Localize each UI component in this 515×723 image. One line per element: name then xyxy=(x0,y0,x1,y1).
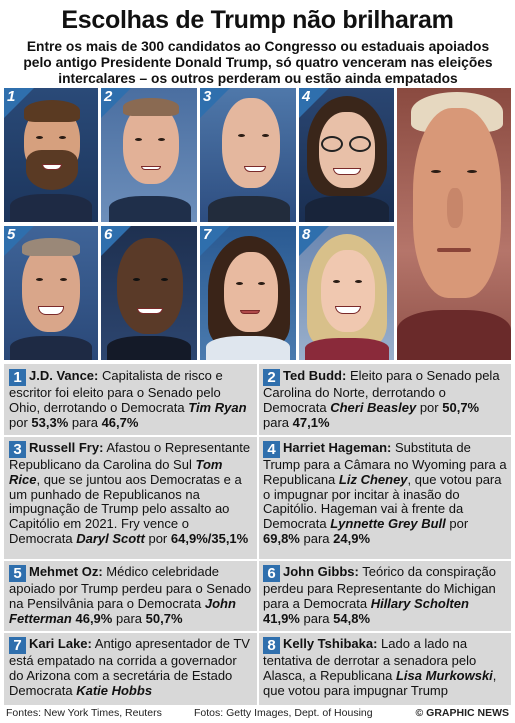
grid-divider-1 xyxy=(4,435,511,437)
photo-4: 4 xyxy=(299,88,394,222)
photo-5: 5 xyxy=(4,226,98,360)
photo-8: 8 xyxy=(299,226,394,360)
grid-divider-2 xyxy=(4,559,511,561)
candidate-grid: 1 J.D. Vance: Capitalista de risco e escr… xyxy=(4,364,511,705)
footer-sources: Fontes: New York Times, Reuters xyxy=(6,707,162,719)
badge-6: 6 xyxy=(263,565,280,582)
badge-4: 4 xyxy=(263,441,280,458)
cell-1: 1 J.D. Vance: Capitalista de risco e escr… xyxy=(9,368,247,430)
page-title: Escolhas de Trump não brilharam xyxy=(61,6,454,34)
grid-divider-3 xyxy=(4,631,511,633)
grid-divider-vertical xyxy=(257,364,259,705)
cell-6: 6 John Gibbs: Teórico da conspiração perd… xyxy=(263,564,496,626)
cell-3: 3 Russell Fry: Afastou o Representante Re… xyxy=(9,440,251,546)
footer-photos: Fotos: Getty Images, Dept. of Housing xyxy=(194,707,373,719)
footer-credit: © GRAPHIC NEWS xyxy=(415,707,510,719)
badge-5: 5 xyxy=(9,565,26,582)
cell-7: 7 Kari Lake: Antigo apresentador de TV es… xyxy=(9,636,250,698)
photo-1: 1 xyxy=(4,88,98,222)
cell-4: 4 Harriet Hageman: Substituta de Trump pa… xyxy=(263,440,507,546)
cell-2: 2 Ted Budd: Eleito para o Senado pela Car… xyxy=(263,368,500,430)
badge-2: 2 xyxy=(263,369,280,386)
photo-2: 2 xyxy=(101,88,197,222)
badge-1: 1 xyxy=(9,369,26,386)
photo-7: 7 xyxy=(200,226,296,360)
photo-3: 3 xyxy=(200,88,296,222)
page-subtitle: Entre os mais de 300 candidatos ao Congr… xyxy=(23,39,493,86)
cell-5: 5 Mehmet Oz: Médico celebridade apoiado p… xyxy=(9,564,252,626)
photo-grid: 1 2 3 4 xyxy=(4,88,511,360)
photo-6: 6 xyxy=(101,226,197,360)
badge-3: 3 xyxy=(9,441,26,458)
badge-7: 7 xyxy=(9,637,26,654)
cell-8: 8 Kelly Tshibaka: Lado a lado na tentativ… xyxy=(263,636,497,698)
badge-8: 8 xyxy=(263,637,280,654)
photo-trump xyxy=(397,88,511,360)
